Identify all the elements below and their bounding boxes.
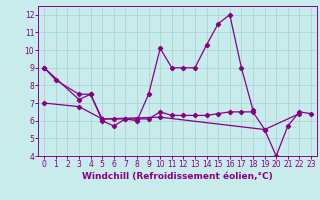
X-axis label: Windchill (Refroidissement éolien,°C): Windchill (Refroidissement éolien,°C) — [82, 172, 273, 181]
